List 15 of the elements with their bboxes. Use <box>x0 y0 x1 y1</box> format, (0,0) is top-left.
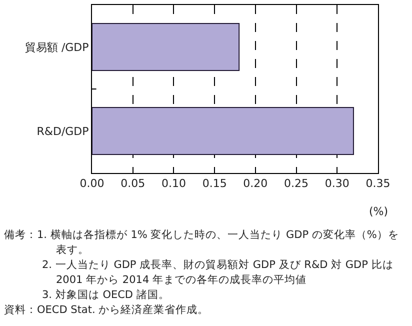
text: 3. 対象国は OECD 諸国。 <box>41 288 170 303</box>
x-tick-label: 0.30 <box>324 177 350 190</box>
x-tick-label: 0.20 <box>243 177 268 190</box>
x-tick-label: 0.10 <box>161 177 186 190</box>
text: 備考：1. 横軸は各指標が 1% 変化した時の、一人当たり GDP の変化率（%）を表す。 <box>4 228 400 258</box>
x-axis-title: (%) <box>369 205 388 218</box>
x-tick-label: 0.15 <box>202 177 227 190</box>
x-tick-label: 0.25 <box>284 177 309 190</box>
x-tick-label: 0.05 <box>120 177 146 190</box>
x-tick-label: 0.35 <box>366 177 390 190</box>
x-tick-label: 0.00 <box>80 177 104 190</box>
text: 資料：OECD Stat. から経済産業省作成。 <box>4 303 210 318</box>
y-tick-label: R&D/GDP <box>36 124 90 138</box>
y-tick-label: 貿易額 /GDP <box>24 40 90 54</box>
text: 2. 一人当たり GDP 成長率、財の貿易額対 GDP 及び R&D 対 GDP 比は 2001 年から 2014 年までの各年の成長率の平均値 <box>41 258 394 288</box>
